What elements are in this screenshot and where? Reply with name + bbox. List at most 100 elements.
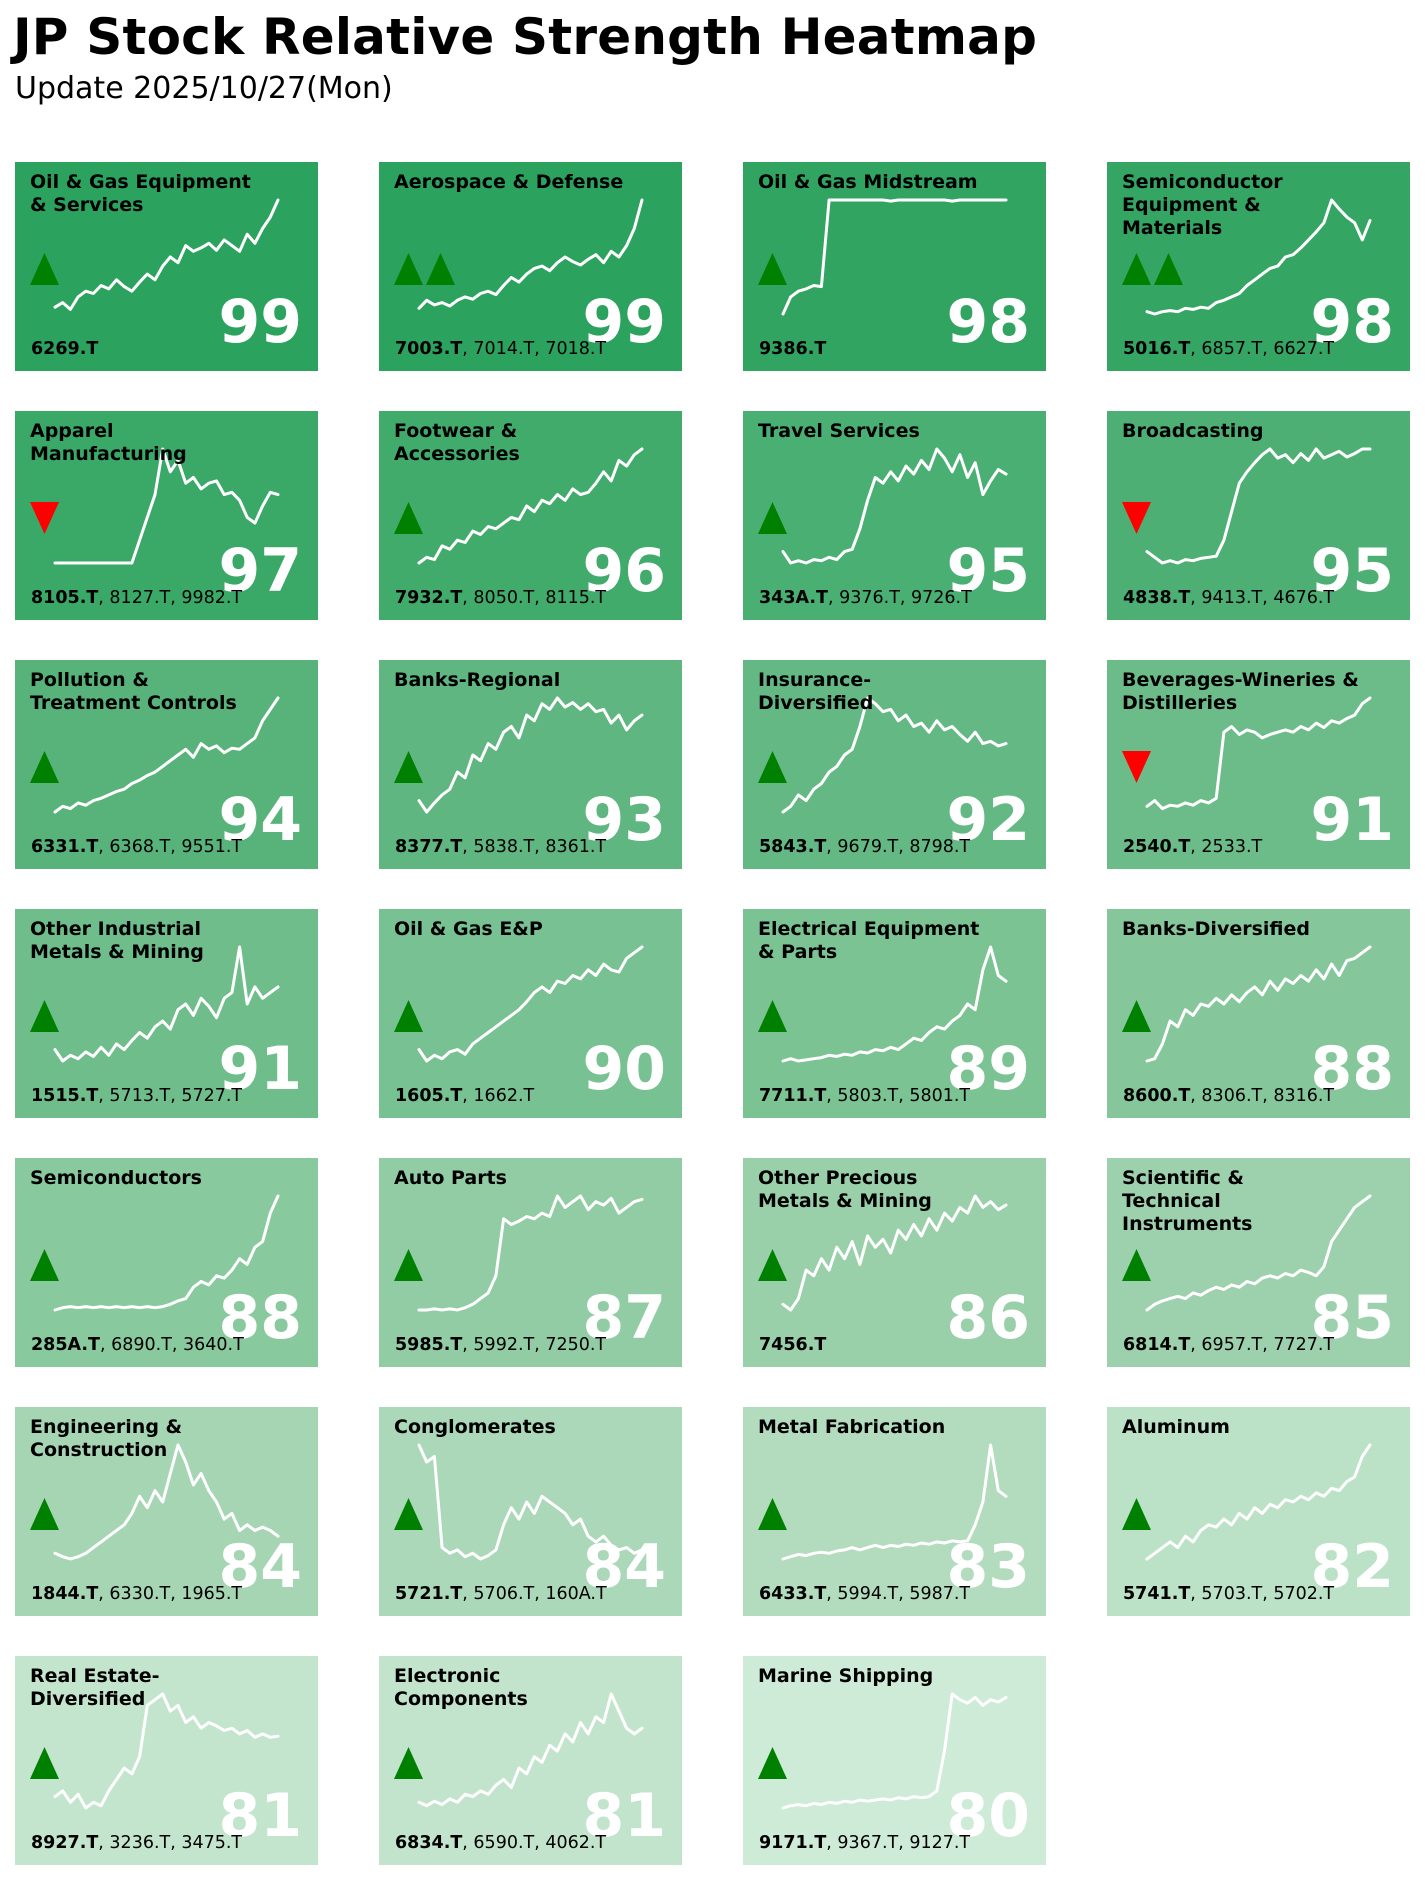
triangle-up-icon — [1122, 1498, 1151, 1530]
triangle-up-icon — [394, 1747, 423, 1779]
tile-tickers: 7932.T, 8050.T, 8115.T — [395, 588, 606, 608]
sparkline-path — [53, 696, 280, 814]
ticker-others: , 6590.T, 4062.T — [462, 1833, 607, 1853]
sparkline-path — [53, 1443, 280, 1561]
tile-tickers: 6269.T — [31, 339, 98, 359]
triangle-up-icon — [394, 502, 423, 534]
tile-name-line: Banks-Regional — [394, 669, 561, 691]
sparkline — [1145, 1194, 1372, 1312]
ticker-main: 9171.T — [759, 1833, 827, 1853]
tile-name-line: Treatment Controls — [30, 692, 237, 714]
heatmap-tile: Insurance- Diversified 92 5843.T, 9679.T, 8… — [743, 660, 1046, 869]
tile-score: 83 — [946, 1532, 1031, 1602]
sparkline — [781, 696, 1008, 814]
ticker-main: 5843.T — [759, 837, 827, 857]
ticker-others: , 9413.T, 4676.T — [1190, 588, 1335, 608]
tile-name: Broadcasting — [1122, 420, 1402, 443]
sparkline — [781, 1692, 1008, 1810]
ticker-main: 7003.T — [395, 339, 463, 359]
tile-name: Aluminum — [1122, 1416, 1402, 1439]
trend-indicator — [393, 501, 424, 535]
ticker-main: 343A.T — [759, 588, 828, 608]
trend-indicator — [393, 750, 424, 784]
triangle-up-icon — [30, 253, 59, 285]
sparkline-path — [1145, 447, 1372, 565]
tile-name: Electronic Components — [394, 1665, 674, 1711]
sparkline-path — [53, 945, 280, 1063]
tile-score: 99 — [218, 287, 303, 357]
tile-score: 88 — [1310, 1034, 1395, 1104]
ticker-others: , 6890.T, 3640.T — [99, 1335, 244, 1355]
sparkline — [417, 696, 644, 814]
ticker-others: , 1662.T — [462, 1086, 535, 1106]
heatmap-tile: Semiconductors 88 285A.T, 6890.T, 3640.T — [15, 1158, 318, 1367]
ticker-others: , 5713.T, 5727.T — [98, 1086, 243, 1106]
sparkline — [53, 198, 280, 311]
ticker-main: 7711.T — [759, 1086, 827, 1106]
tile-name: Real Estate- Diversified — [30, 1665, 310, 1711]
ticker-others: , 7014.T, 7018.T — [462, 339, 607, 359]
sparkline — [781, 1443, 1008, 1561]
heatmap-tile: Banks-Diversified 88 8600.T, 8306.T, 8316.… — [1107, 909, 1410, 1118]
sparkline-path — [1145, 1194, 1372, 1312]
heatmap-tile: Broadcasting 95 4838.T, 9413.T, 4676.T — [1107, 411, 1410, 620]
tile-name-line: & Services — [30, 194, 144, 216]
ticker-others: , 6957.T, 7727.T — [1190, 1335, 1335, 1355]
tile-name-line: Semiconductors — [30, 1167, 202, 1189]
tile-name: Banks-Diversified — [1122, 918, 1402, 941]
tile-name-line: Real Estate- — [30, 1665, 160, 1687]
tile-name-line: Other Industrial — [30, 918, 201, 940]
tile-score: 84 — [218, 1532, 303, 1602]
ticker-others: , 9679.T, 8798.T — [826, 837, 971, 857]
trend-indicator — [393, 252, 456, 286]
tile-name-line: Metals & Mining — [30, 941, 204, 963]
tile-name-line: Marine Shipping — [758, 1665, 934, 1687]
tile-name: Oil & Gas Equipment & Services — [30, 171, 310, 217]
tile-name: Electrical Equipment & Parts — [758, 918, 1038, 964]
triangle-up-icon — [758, 751, 787, 783]
trend-indicator — [29, 999, 60, 1033]
tile-name: Other Precious Metals & Mining — [758, 1167, 1038, 1213]
tile-name-line: Manufacturing — [30, 443, 187, 465]
tile-score: 96 — [582, 536, 667, 606]
tile-score: 98 — [946, 287, 1031, 357]
sparkline-path — [53, 1692, 280, 1810]
ticker-others: , 5803.T, 5801.T — [826, 1086, 971, 1106]
ticker-main: 1515.T — [31, 1086, 99, 1106]
triangle-up-icon — [30, 1000, 59, 1032]
sparkline — [417, 1443, 644, 1561]
ticker-main: 8600.T — [1123, 1086, 1191, 1106]
sparkline-path — [781, 696, 1008, 814]
tile-name-line: Beverages-Wineries & — [1122, 669, 1359, 691]
tile-name-line: Accessories — [394, 443, 520, 465]
tile-tickers: 343A.T, 9376.T, 9726.T — [759, 588, 972, 608]
tile-name: Beverages-Wineries & Distilleries — [1122, 669, 1402, 715]
tile-name-line: Metals & Mining — [758, 1190, 932, 1212]
tile-tickers: 5985.T, 5992.T, 7250.T — [395, 1335, 606, 1355]
sparkline — [781, 447, 1008, 565]
heatmap-tile: Oil & Gas Equipment & Services 99 6269.T — [15, 162, 318, 371]
ticker-others: , 9376.T, 9726.T — [827, 588, 972, 608]
tile-name-line: Other Precious — [758, 1167, 918, 1189]
triangle-up-icon — [394, 1249, 423, 1281]
trend-indicator — [757, 999, 788, 1033]
heatmap-tile: Aerospace & Defense 99 7003.T, 7014.T, 701… — [379, 162, 682, 371]
sparkline-path — [781, 198, 1008, 316]
trend-indicator — [393, 999, 424, 1033]
tile-score: 91 — [1310, 785, 1395, 855]
trend-indicator — [29, 1746, 60, 1780]
ticker-main: 6814.T — [1123, 1335, 1191, 1355]
tile-name-line: Semiconductor — [1122, 171, 1283, 193]
tile-name-line: Travel Services — [758, 420, 920, 442]
tile-tickers: 5721.T, 5706.T, 160A.T — [395, 1584, 607, 1604]
sparkline-path — [781, 447, 1008, 565]
triangle-up-icon — [758, 1498, 787, 1530]
triangle-up-icon — [1122, 1000, 1151, 1032]
tile-score: 84 — [582, 1532, 667, 1602]
ticker-others: , 5703.T, 5702.T — [1190, 1584, 1335, 1604]
tile-name-line: Conglomerates — [394, 1416, 556, 1438]
triangle-up-icon — [30, 1498, 59, 1530]
sparkline-path — [53, 198, 280, 311]
heatmap-tile: Beverages-Wineries & Distilleries 91 2540.T… — [1107, 660, 1410, 869]
